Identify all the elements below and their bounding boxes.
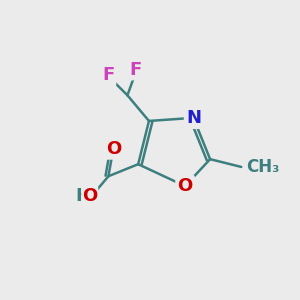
Text: F: F (102, 66, 115, 84)
Text: N: N (186, 109, 201, 127)
Text: O: O (177, 177, 193, 195)
Text: O: O (82, 187, 98, 205)
Text: CH₃: CH₃ (246, 158, 279, 176)
Text: H: H (75, 187, 90, 205)
Text: O: O (106, 140, 122, 158)
Text: F: F (130, 61, 142, 79)
